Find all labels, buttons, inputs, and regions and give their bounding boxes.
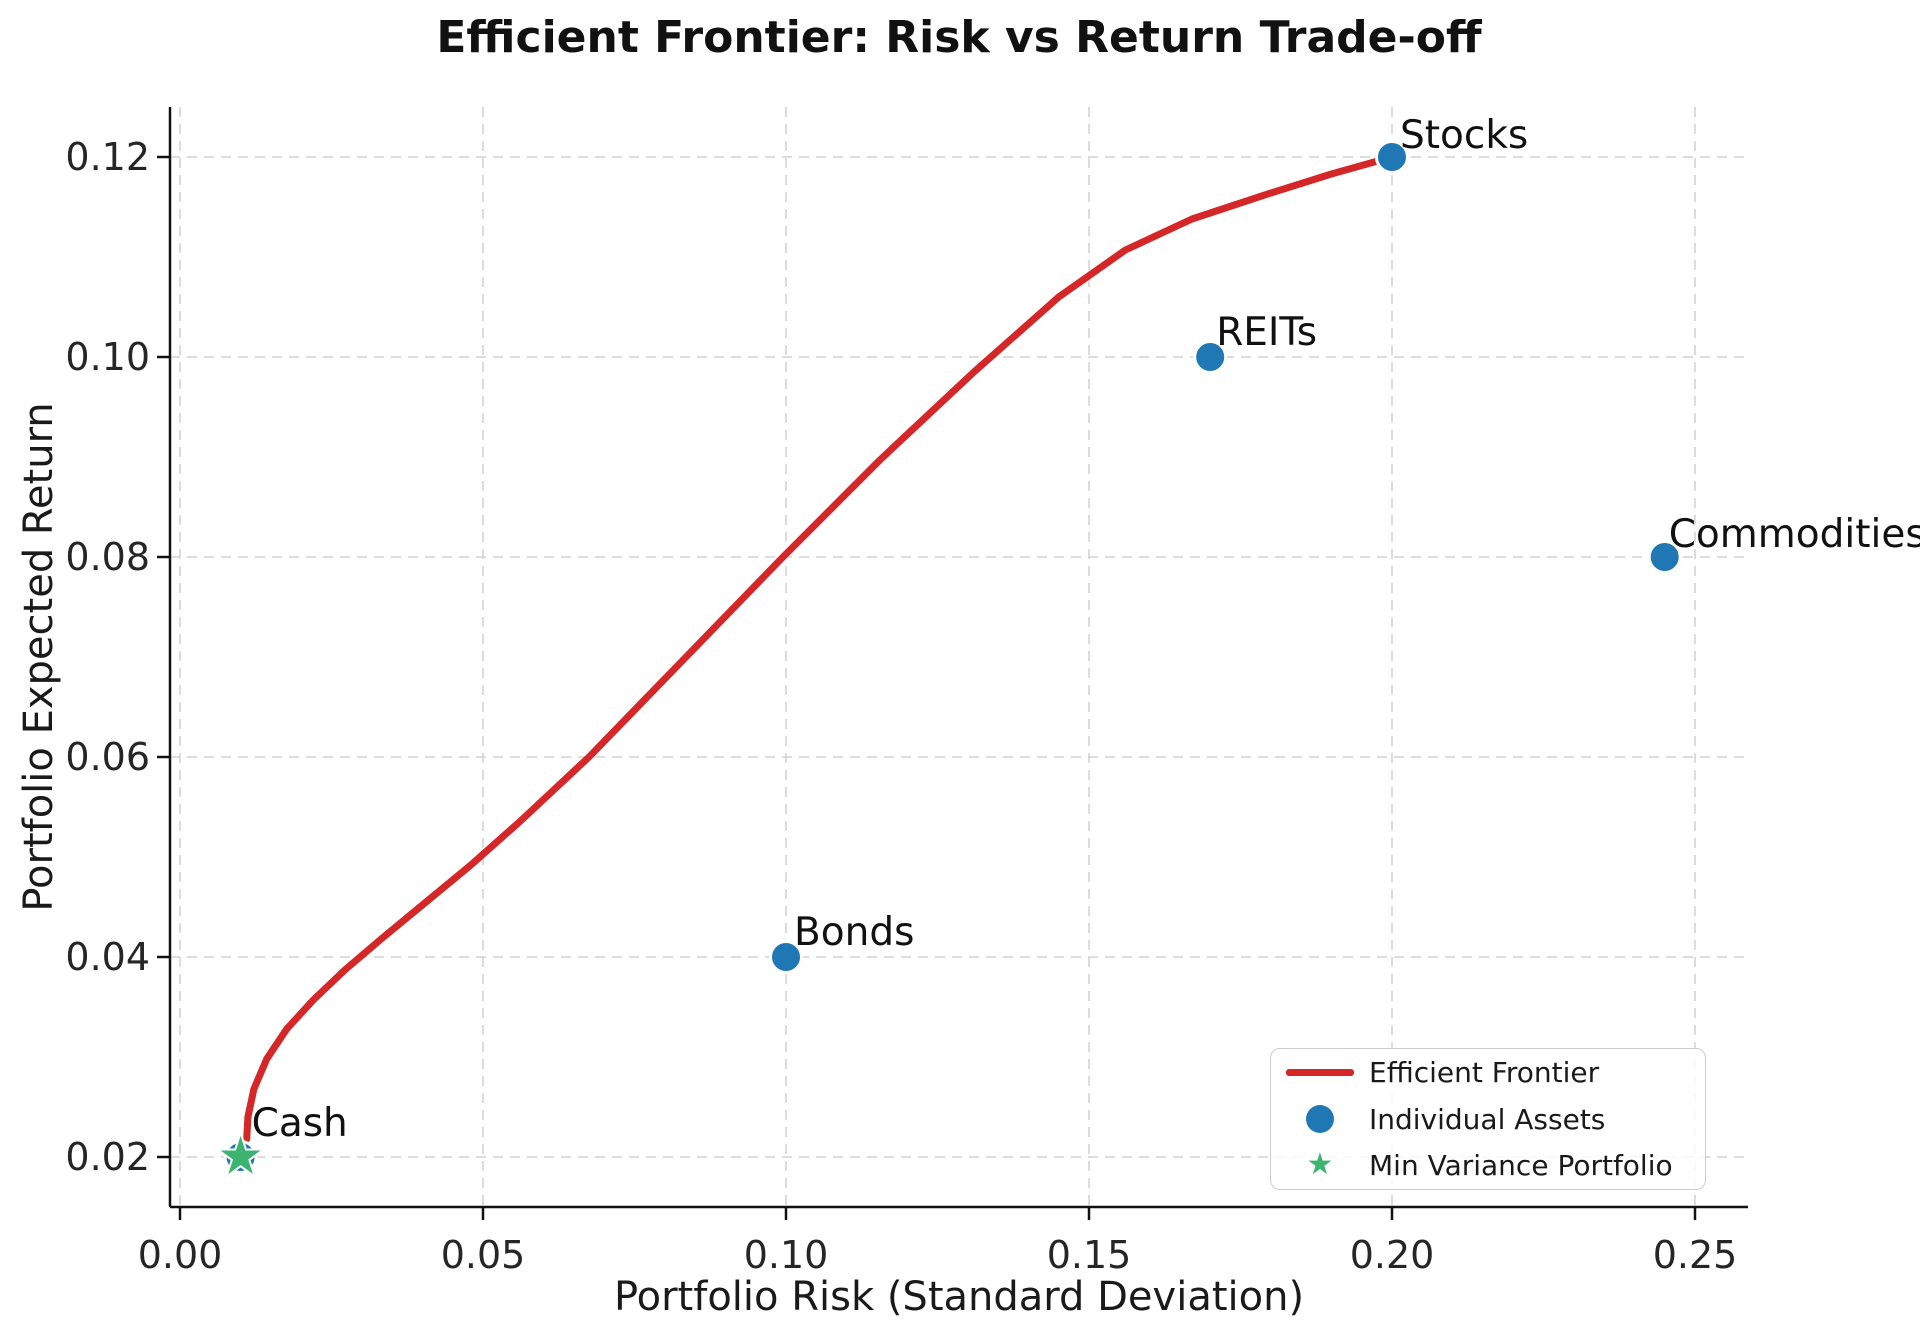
- x-tick-label: 0.10: [744, 1233, 829, 1277]
- y-tick-label: 0.02: [65, 1135, 150, 1179]
- y-tick-label: 0.06: [65, 735, 150, 779]
- gridlines: [170, 107, 1748, 1207]
- x-tick-label: 0.20: [1350, 1233, 1435, 1277]
- min-variance-star: [218, 1134, 263, 1176]
- asset-label-cash: Cash: [252, 1101, 348, 1146]
- asset-label-stocks: Stocks: [1400, 113, 1528, 158]
- y-tick-label: 0.10: [65, 335, 150, 379]
- legend-label: Min Variance Portfolio: [1369, 1148, 1673, 1182]
- efficient-frontier-line: [243, 153, 1396, 1143]
- min-variance-star-marker: [218, 1134, 263, 1176]
- asset-labels: Cash Bonds REITs Stocks Commodities: [252, 113, 1920, 1146]
- legend-dot-swatch: [1306, 1105, 1334, 1133]
- legend-label: Efficient Frontier: [1369, 1056, 1600, 1090]
- asset-point-commodities: [1647, 540, 1682, 574]
- x-tick-labels: 0.00 0.05 0.10 0.15 0.20 0.25: [138, 1233, 1738, 1277]
- axis-ticks: [157, 155, 1697, 1220]
- x-tick-label: 0.00: [138, 1233, 223, 1277]
- legend-row-minvar: ★ Min Variance Portfolio: [1271, 1143, 1705, 1188]
- asset-label-commodities: Commodities: [1669, 512, 1920, 557]
- asset-point-stocks: [1375, 140, 1409, 174]
- chart-title: Efficient Frontier: Risk vs Return Trade…: [436, 12, 1483, 63]
- legend-label: Individual Assets: [1369, 1102, 1606, 1136]
- asset-points: [223, 140, 1682, 1174]
- x-tick-label: 0.15: [1047, 1233, 1132, 1277]
- y-tick-label: 0.04: [65, 935, 150, 979]
- y-tick-label: 0.08: [65, 535, 150, 579]
- x-tick-label: 0.25: [1653, 1233, 1738, 1277]
- asset-label-reits: REITs: [1216, 310, 1317, 355]
- y-tick-labels: 0.02 0.04 0.06 0.08 0.10 0.12: [65, 135, 150, 1179]
- asset-point-reits: [1193, 340, 1228, 374]
- legend-row-frontier: Efficient Frontier: [1271, 1050, 1705, 1095]
- axes-spines: [168, 107, 1748, 1209]
- x-axis-label: Portfolio Risk (Standard Deviation): [614, 1274, 1304, 1320]
- x-tick-label: 0.05: [441, 1233, 526, 1277]
- legend: Efficient Frontier Individual Assets ★ M…: [1270, 1048, 1706, 1190]
- asset-point-bonds: [769, 940, 803, 974]
- y-axis-label: Portfolio Expected Return: [16, 402, 62, 911]
- frontier-path: [243, 153, 1396, 1143]
- legend-row-assets: Individual Assets: [1271, 1097, 1705, 1142]
- legend-star-swatch: ★: [1306, 1147, 1334, 1183]
- legend-line-swatch: [1286, 1069, 1354, 1077]
- y-tick-label: 0.12: [65, 135, 150, 179]
- asset-label-bonds: Bonds: [794, 910, 914, 955]
